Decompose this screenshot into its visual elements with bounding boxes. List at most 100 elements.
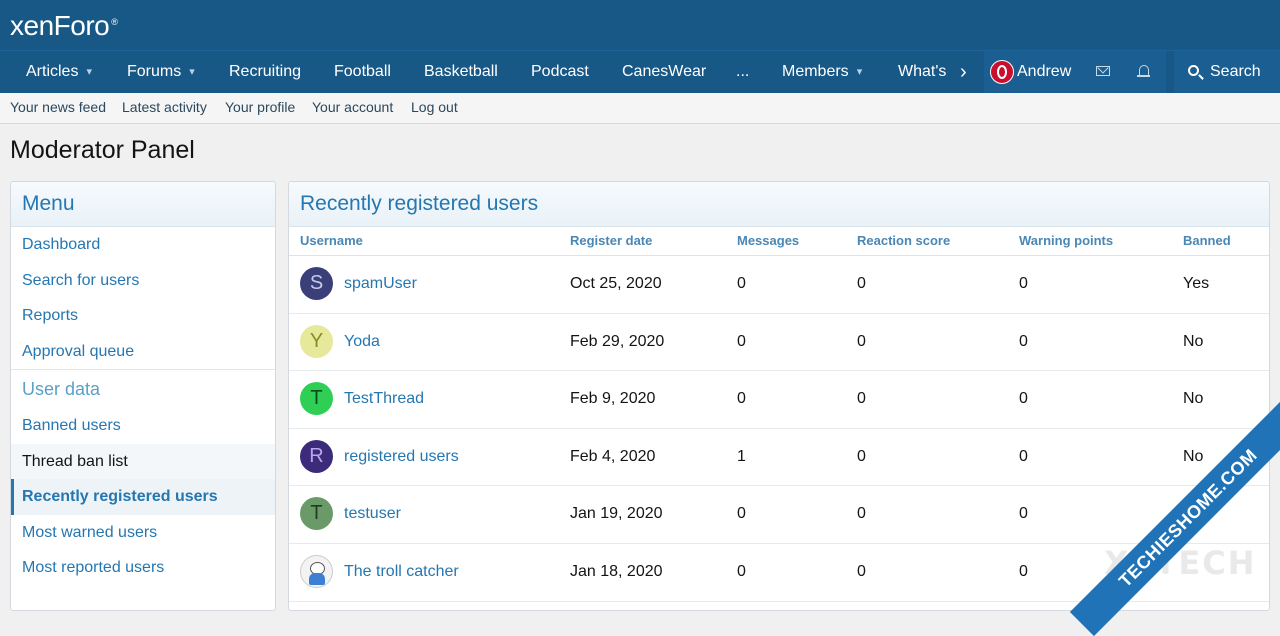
messages-cell: 0 xyxy=(737,332,746,350)
sidebar-item-reports[interactable]: Reports xyxy=(22,307,79,324)
page-title: Moderator Panel xyxy=(10,136,195,164)
user-avatar[interactable] xyxy=(990,60,1014,84)
nav-tab-label: Recruiting xyxy=(229,63,302,80)
nav-tab-label: Articles xyxy=(26,63,79,80)
sidebar-item-recently-registered[interactable]: Recently registered users xyxy=(11,479,275,515)
avatar[interactable]: Y xyxy=(300,324,333,358)
column-warning-points: Warning points xyxy=(1019,233,1114,248)
nav-tab-more[interactable]: ... xyxy=(736,51,749,93)
sidebar-item-thread-ban-list[interactable]: Thread ban list xyxy=(11,443,275,479)
subnav-news-feed[interactable]: Your news feed xyxy=(10,99,106,115)
nav-tab-label: ... xyxy=(736,63,750,80)
site-header: xenForo ® xyxy=(0,0,1280,50)
register-date-cell: Oct 25, 2020 xyxy=(570,275,662,292)
sidebar-item-approval-queue[interactable]: Approval queue xyxy=(22,342,135,360)
reaction-score-cell: 0 xyxy=(857,447,866,465)
column-reaction-score: Reaction score xyxy=(857,233,951,248)
sidebar-item-most-reported[interactable]: Most reported users xyxy=(22,559,165,576)
register-date-cell: Feb 9, 2020 xyxy=(570,390,656,408)
subnav-log-out[interactable]: Log out xyxy=(411,99,458,115)
nav-tab-basketball[interactable]: Basketball xyxy=(424,51,498,93)
logo-text: xenForo xyxy=(10,10,110,41)
chevron-down-icon[interactable]: ▾ xyxy=(189,66,195,78)
account-menu[interactable]: Andrew xyxy=(984,51,1166,93)
sub-navigation: Your news feed Latest activity Your prof… xyxy=(0,93,1280,124)
recent-users-panel: Recently registered users Username Regis… xyxy=(288,181,1270,611)
nav-tab-forums[interactable]: Forums ▾ xyxy=(127,51,195,93)
username-link[interactable]: spamUser xyxy=(344,275,417,292)
sidebar-item-search-users[interactable]: Search for users xyxy=(22,271,140,289)
chevron-right-icon[interactable]: › xyxy=(960,61,967,83)
search-icon xyxy=(1188,65,1199,76)
messages-cell: 0 xyxy=(737,562,746,580)
chevron-down-icon[interactable]: ▾ xyxy=(86,66,92,78)
table-row: T TestThread Feb 9, 2020 0 0 0 No xyxy=(289,371,1269,429)
column-username: Username xyxy=(300,233,363,248)
username-link[interactable]: testuser xyxy=(344,505,401,523)
logo-registered-mark: ® xyxy=(111,16,118,27)
nav-tab-podcast[interactable]: Podcast xyxy=(531,51,589,93)
reaction-score-cell: 0 xyxy=(857,332,866,350)
banned-cell: No xyxy=(1183,447,1204,465)
sidebar-item-most-warned[interactable]: Most warned users xyxy=(22,523,158,541)
site-logo[interactable]: xenForo ® xyxy=(10,10,118,42)
chevron-down-icon[interactable]: ▾ xyxy=(856,66,863,78)
nav-tab-members[interactable]: Members ▾ xyxy=(782,51,862,93)
envelope-icon[interactable] xyxy=(1096,66,1110,76)
nav-tab-caneswear[interactable]: CanesWear xyxy=(622,51,706,93)
avatar[interactable] xyxy=(300,554,333,588)
messages-cell: 1 xyxy=(737,447,746,465)
register-date-cell: Feb 29, 2020 xyxy=(570,332,665,350)
table-header: Username Register date Messages Reaction… xyxy=(289,227,1269,256)
warning-points-cell: 0 xyxy=(1019,505,1028,523)
banned-cell: No xyxy=(1183,332,1204,350)
warning-points-cell: 0 xyxy=(1019,447,1028,465)
sidebar: Menu Dashboard Search for users Reports … xyxy=(10,181,276,611)
account-name[interactable]: Andrew xyxy=(1017,63,1072,80)
bell-icon[interactable] xyxy=(1137,65,1150,77)
search-button[interactable]: Search xyxy=(1174,51,1280,93)
table-row: Y Yoda Feb 29, 2020 0 0 0 No xyxy=(289,314,1269,372)
panel-title: Recently registered users xyxy=(289,182,1269,227)
username-link[interactable]: TestThread xyxy=(344,390,425,408)
messages-cell: 0 xyxy=(737,275,746,292)
nav-tab-label: Podcast xyxy=(531,63,589,80)
sidebar-group-user-data: User data xyxy=(11,369,275,408)
avatar[interactable]: T xyxy=(300,497,333,531)
avatar[interactable]: S xyxy=(300,267,333,300)
column-register-date: Register date xyxy=(570,233,653,248)
username-link[interactable]: Yoda xyxy=(344,332,380,350)
column-messages: Messages xyxy=(737,233,800,248)
column-banned: Banned xyxy=(1183,233,1231,248)
warning-points-cell: 0 xyxy=(1019,562,1028,580)
sidebar-item-banned-users[interactable]: Banned users xyxy=(22,417,121,434)
subnav-your-account[interactable]: Your account xyxy=(312,99,394,115)
warning-points-cell: 0 xyxy=(1019,332,1028,350)
warning-points-cell: 0 xyxy=(1019,275,1028,292)
nav-tab-recruiting[interactable]: Recruiting xyxy=(229,51,301,93)
subnav-latest-activity[interactable]: Latest activity xyxy=(122,99,207,115)
nav-tab-articles[interactable]: Articles ▾ xyxy=(26,51,92,93)
avatar-body xyxy=(309,572,325,585)
nav-tab-whats-new[interactable]: What's xyxy=(898,51,950,93)
search-label: Search xyxy=(1210,63,1261,80)
register-date-cell: Jan 18, 2020 xyxy=(570,562,663,580)
reaction-score-cell: 0 xyxy=(857,275,866,292)
reaction-score-cell: 0 xyxy=(857,562,866,580)
subnav-your-profile[interactable]: Your profile xyxy=(225,99,296,115)
banned-cell: Yes xyxy=(1183,275,1210,292)
avatar[interactable]: R xyxy=(300,439,333,473)
avatar[interactable]: T xyxy=(300,382,333,416)
warning-points-cell: 0 xyxy=(1019,390,1028,408)
sidebar-menu-title: Menu xyxy=(11,182,275,227)
sidebar-item-dashboard[interactable]: Dashboard xyxy=(22,236,101,253)
register-date-cell: Jan 19, 2020 xyxy=(570,505,663,523)
nav-tab-label: What's xyxy=(898,63,947,80)
username-link[interactable]: registered users xyxy=(344,447,459,465)
reaction-score-cell: 0 xyxy=(857,390,866,408)
nav-tab-football[interactable]: Football xyxy=(334,51,391,93)
username-link[interactable]: The troll catcher xyxy=(344,562,459,580)
